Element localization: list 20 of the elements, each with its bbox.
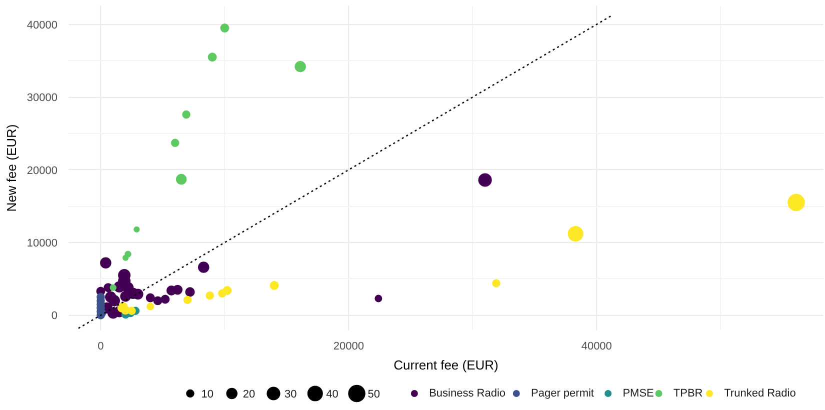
- x-tick-label: 40000: [581, 340, 612, 352]
- y-axis-title: New fee (EUR): [4, 124, 19, 212]
- y-tick-label: 30000: [26, 92, 58, 104]
- legend-label: Trunked Radio: [724, 388, 796, 400]
- y-tick-label: 20000: [26, 164, 58, 177]
- y-tick-label: 10000: [26, 238, 58, 250]
- legend-label: Business Radio: [429, 388, 506, 400]
- legend-label: TPBR: [673, 388, 703, 400]
- legend-label: 20: [242, 388, 256, 400]
- legend-label: PMSE: [622, 388, 654, 400]
- legend-label: 10: [201, 388, 214, 400]
- y-tick-label: 40000: [26, 19, 58, 32]
- legend-label: 50: [368, 388, 380, 400]
- legend-label: Pager permit: [531, 388, 594, 400]
- x-tick-label: 0: [98, 340, 104, 352]
- legend-label: 40: [326, 388, 338, 400]
- x-axis-title: Current fee (EUR): [394, 358, 498, 372]
- y-tick-label: 0: [51, 310, 58, 322]
- legend-label: 30: [284, 388, 297, 400]
- x-tick-label: 20000: [333, 340, 364, 352]
